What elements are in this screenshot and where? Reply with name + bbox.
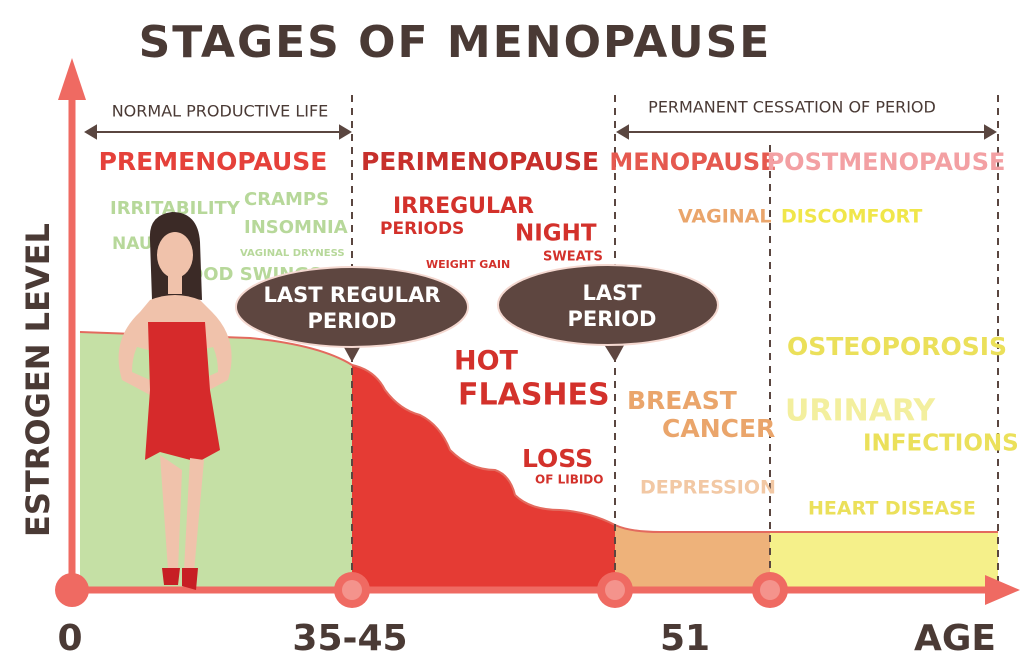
- stage-name: POSTMENOPAUSE: [767, 148, 1006, 176]
- stage-name: MENOPAUSE: [609, 148, 776, 176]
- symptom-group: IRREGULAR PERIODS NIGHT SWEATS WEIGHT GA…: [380, 194, 610, 487]
- y-axis-label: ESTROGEN LEVEL: [19, 223, 57, 537]
- x-tick-label: 51: [660, 618, 710, 659]
- callout: LAST PERIOD: [497, 264, 719, 362]
- estrogen-curve: [79, 331, 998, 533]
- symptom: CANCER: [662, 414, 775, 443]
- stage-name: PREMENOPAUSE: [99, 147, 328, 176]
- axis-nodes: [55, 572, 788, 608]
- title: STAGES OF MENOPAUSE: [139, 17, 772, 68]
- stage-name: PERIMENOPAUSE: [361, 147, 599, 176]
- symptom: CRAMPS: [244, 189, 329, 210]
- perimenopause-area: [352, 365, 615, 590]
- symptom: INFECTIONS: [863, 431, 1019, 457]
- span-arrows: [84, 124, 997, 140]
- symptom: INSOMNIA: [244, 217, 348, 238]
- postmenopause-area: [770, 532, 998, 590]
- symptom: VAGINAL DRYNESS: [240, 248, 345, 259]
- symptom: HEART DISEASE: [808, 498, 976, 520]
- symptom: IRRITABILITY: [110, 198, 241, 219]
- x-axis-arrow: [985, 575, 1020, 605]
- callout-text: LAST: [582, 281, 642, 305]
- symptom: LOSS: [522, 444, 593, 473]
- symptom: OSTEOPOROSIS: [787, 332, 1007, 361]
- symptom: OF LIBIDO: [535, 473, 603, 487]
- x-tick-label: 0: [57, 618, 82, 659]
- symptom: HOT: [454, 346, 519, 377]
- symptom: FLASHES: [458, 378, 610, 413]
- premenopause-area: [80, 332, 352, 590]
- symptom: SWEATS: [543, 250, 603, 265]
- callout-text: PERIOD: [567, 307, 656, 331]
- x-tick-label: 35-45: [292, 618, 407, 659]
- symptom: IRREGULAR: [393, 194, 534, 219]
- y-axis-arrow: [58, 58, 86, 100]
- symptom: VAGINAL: [678, 206, 772, 228]
- symptom: URINARY: [785, 394, 936, 429]
- symptom: DEPRESSION: [640, 477, 776, 499]
- span-label: PERMANENT CESSATION OF PERIOD: [648, 98, 936, 117]
- symptom: BREAST: [627, 386, 737, 415]
- symptom: NIGHT: [515, 221, 597, 247]
- symptom: PERIODS: [380, 219, 464, 239]
- symptom: DISCOMFORT: [781, 206, 922, 228]
- x-axis-title: AGE: [914, 618, 996, 659]
- callout: LAST REGULAR PERIOD: [235, 266, 469, 362]
- symptom: WEIGHT GAIN: [426, 258, 510, 271]
- callout-text: PERIOD: [307, 309, 396, 333]
- callout-text: LAST REGULAR: [263, 283, 440, 307]
- span-label: NORMAL PRODUCTIVE LIFE: [112, 102, 329, 121]
- woman-figure: [118, 212, 232, 590]
- menopause-area: [615, 525, 770, 590]
